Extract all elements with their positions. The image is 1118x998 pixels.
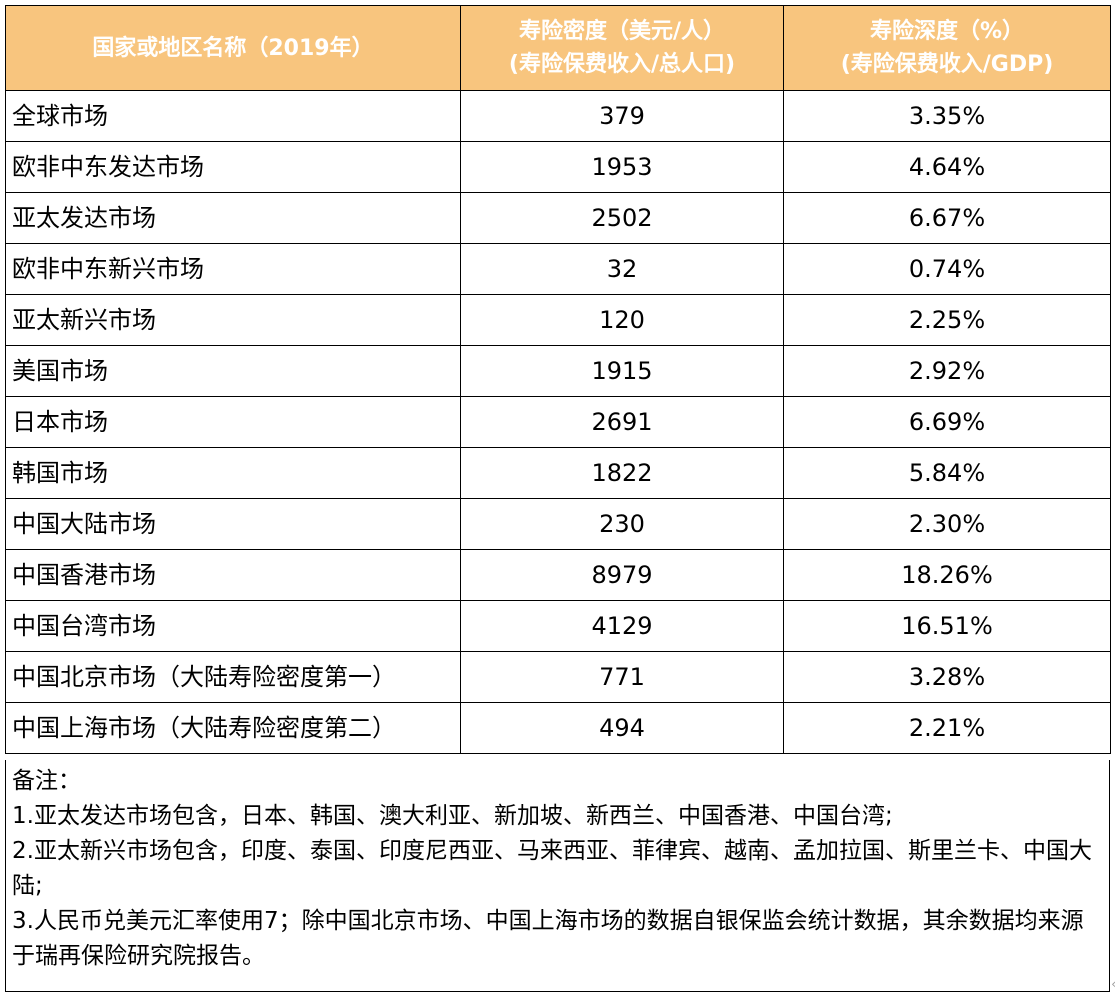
table-header: 国家或地区名称（2019年） 寿险密度（美元/人） (寿险保费收入/总人口) 寿… (5, 5, 1111, 91)
header-row: 国家或地区名称（2019年） 寿险密度（美元/人） (寿险保费收入/总人口) 寿… (5, 5, 1111, 91)
table-row: 全球市场 379 3.35% (5, 90, 1111, 142)
table-row: 亚太发达市场 2502 6.67% (5, 192, 1111, 244)
table-row: 欧非中东新兴市场 32 0.74% (5, 243, 1111, 295)
table-row: 中国上海市场（大陆寿险密度第二） 494 2.21% (5, 702, 1111, 754)
scroll-right-arrow-icon[interactable]: ‹ (1111, 977, 1116, 991)
depth-cell[interactable]: 2.30% (783, 498, 1111, 550)
region-cell[interactable]: 美国市场 (5, 345, 461, 397)
region-cell[interactable]: 全球市场 (5, 90, 461, 142)
density-cell[interactable]: 1953 (460, 141, 784, 193)
table-row: 中国大陆市场 230 2.30% (5, 498, 1111, 550)
depth-cell[interactable]: 3.35% (783, 90, 1111, 142)
depth-cell[interactable]: 6.69% (783, 396, 1111, 448)
density-cell[interactable]: 8979 (460, 549, 784, 601)
depth-cell[interactable]: 16.51% (783, 600, 1111, 652)
table-row: 中国北京市场（大陆寿险密度第一） 771 3.28% (5, 651, 1111, 703)
density-cell[interactable]: 4129 (460, 600, 784, 652)
density-cell[interactable]: 230 (460, 498, 784, 550)
table-row: 亚太新兴市场 120 2.25% (5, 294, 1111, 346)
table-row: 日本市场 2691 6.69% (5, 396, 1111, 448)
depth-cell[interactable]: 18.26% (783, 549, 1111, 601)
density-cell[interactable]: 379 (460, 90, 784, 142)
region-cell[interactable]: 韩国市场 (5, 447, 461, 499)
header-region: 国家或地区名称（2019年） (5, 5, 461, 91)
depth-cell[interactable]: 3.28% (783, 651, 1111, 703)
depth-cell[interactable]: 6.67% (783, 192, 1111, 244)
region-cell[interactable]: 中国台湾市场 (5, 600, 461, 652)
notes-title: 备注： (12, 768, 81, 794)
depth-cell[interactable]: 5.84% (783, 447, 1111, 499)
density-cell[interactable]: 2502 (460, 192, 784, 244)
table-row: 中国香港市场 8979 18.26% (5, 549, 1111, 601)
header-density-line2: (寿险保费收入/总人口) (508, 52, 736, 77)
note-item: 2.亚太新兴市场包含，印度、泰国、印度尼西亚、马来西亚、菲律宾、越南、孟加拉国、… (12, 838, 1092, 899)
density-cell[interactable]: 1822 (460, 447, 784, 499)
header-depth-line1: 寿险深度（%） (869, 19, 1025, 44)
note-item: 1.亚太发达市场包含，日本、韩国、澳大利亚、新加坡、新西兰、中国香港、中国台湾; (12, 803, 893, 829)
density-cell[interactable]: 1915 (460, 345, 784, 397)
density-cell[interactable]: 120 (460, 294, 784, 346)
depth-cell[interactable]: 2.92% (783, 345, 1111, 397)
header-density: 寿险密度（美元/人） (寿险保费收入/总人口) (460, 5, 784, 91)
table-row: 美国市场 1915 2.92% (5, 345, 1111, 397)
depth-cell[interactable]: 4.64% (783, 141, 1111, 193)
notes-block[interactable]: 备注： 1.亚太发达市场包含，日本、韩国、澳大利亚、新加坡、新西兰、中国香港、中… (5, 760, 1110, 992)
header-density-line1: 寿险密度（美元/人） (518, 19, 726, 44)
region-cell[interactable]: 欧非中东新兴市场 (5, 243, 461, 295)
density-cell[interactable]: 771 (460, 651, 784, 703)
depth-cell[interactable]: 2.25% (783, 294, 1111, 346)
region-cell[interactable]: 亚太发达市场 (5, 192, 461, 244)
region-cell[interactable]: 亚太新兴市场 (5, 294, 461, 346)
table-row: 欧非中东发达市场 1953 4.64% (5, 141, 1111, 193)
header-depth-line2: (寿险保费收入/GDP) (840, 52, 1054, 77)
density-cell[interactable]: 2691 (460, 396, 784, 448)
insurance-table: 国家或地区名称（2019年） 寿险密度（美元/人） (寿险保费收入/总人口) 寿… (5, 5, 1111, 754)
table-row: 中国台湾市场 4129 16.51% (5, 600, 1111, 652)
depth-cell[interactable]: 2.21% (783, 702, 1111, 754)
depth-cell[interactable]: 0.74% (783, 243, 1111, 295)
region-cell[interactable]: 中国香港市场 (5, 549, 461, 601)
region-cell[interactable]: 中国上海市场（大陆寿险密度第二） (5, 702, 461, 754)
header-region-line1: 国家或地区名称（2019年） (92, 35, 374, 61)
density-cell[interactable]: 32 (460, 243, 784, 295)
note-item: 3.人民币兑美元汇率使用7；除中国北京市场、中国上海市场的数据自银保监会统计数据… (12, 908, 1084, 969)
table-body: 全球市场 379 3.35% 欧非中东发达市场 1953 4.64% 亚太发达市… (5, 90, 1111, 754)
table-row: 韩国市场 1822 5.84% (5, 447, 1111, 499)
density-cell[interactable]: 494 (460, 702, 784, 754)
region-cell[interactable]: 中国大陆市场 (5, 498, 461, 550)
region-cell[interactable]: 中国北京市场（大陆寿险密度第一） (5, 651, 461, 703)
region-cell[interactable]: 欧非中东发达市场 (5, 141, 461, 193)
region-cell[interactable]: 日本市场 (5, 396, 461, 448)
header-depth: 寿险深度（%） (寿险保费收入/GDP) (783, 5, 1111, 91)
